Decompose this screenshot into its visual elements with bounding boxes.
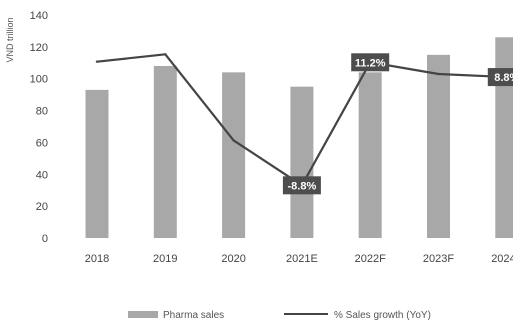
y-axis-title: VND trillion	[5, 17, 15, 62]
growth-point	[232, 139, 235, 142]
bar-pharma-sales	[290, 86, 314, 238]
bar-pharma-sales	[495, 37, 513, 238]
legend: Pharma sales % Sales growth (YoY)	[128, 310, 431, 321]
y-tick-label: 140	[30, 10, 48, 22]
x-tick-label: 2019	[153, 253, 177, 265]
legend-label-line: % Sales growth (YoY)	[334, 310, 431, 321]
x-tick-label: 2023F	[423, 253, 454, 265]
legend-swatch-bar	[128, 311, 158, 318]
y-tick-label: 20	[36, 201, 48, 213]
x-tick-label: 2024F	[491, 253, 513, 265]
growth-point	[437, 72, 440, 76]
callout-label: -8.8%	[288, 180, 317, 192]
x-tick-label: 2020	[221, 253, 245, 265]
callout-box	[282, 176, 321, 195]
bar-pharma-sales	[222, 72, 246, 238]
growth-point	[164, 53, 167, 56]
growth-point	[95, 60, 99, 63]
bar-pharma-sales	[153, 65, 177, 238]
bars-layer	[85, 37, 513, 239]
callout-box	[351, 53, 390, 72]
bar-pharma-sales	[358, 72, 382, 238]
y-tick-label: 120	[30, 42, 48, 54]
x-tick-label: 2021E	[286, 253, 318, 265]
y-tick-label: 0	[42, 233, 48, 245]
y-tick-label: 60	[36, 137, 48, 149]
callout-box	[487, 68, 513, 87]
y-axis: 0 20 40 60 80 100 120 140	[30, 10, 48, 245]
y-tick-label: 100	[30, 74, 48, 86]
y-tick-label: 40	[36, 169, 48, 181]
y-tick-label: 80	[36, 106, 48, 118]
x-tick-label: 2018	[85, 253, 109, 265]
bar-pharma-sales	[427, 54, 450, 239]
bar-pharma-sales	[85, 89, 109, 238]
x-axis: 2018 2019 2020 2021E 2022F 2023F 2024F	[85, 253, 513, 265]
legend-label-bar: Pharma sales	[163, 310, 224, 321]
x-tick-label: 2022F	[355, 253, 386, 265]
callout-label: 8.8%	[494, 72, 513, 84]
callouts-layer: -8.8% 11.2% 8.8%	[282, 53, 513, 195]
callout-label: 11.2%	[355, 57, 386, 69]
